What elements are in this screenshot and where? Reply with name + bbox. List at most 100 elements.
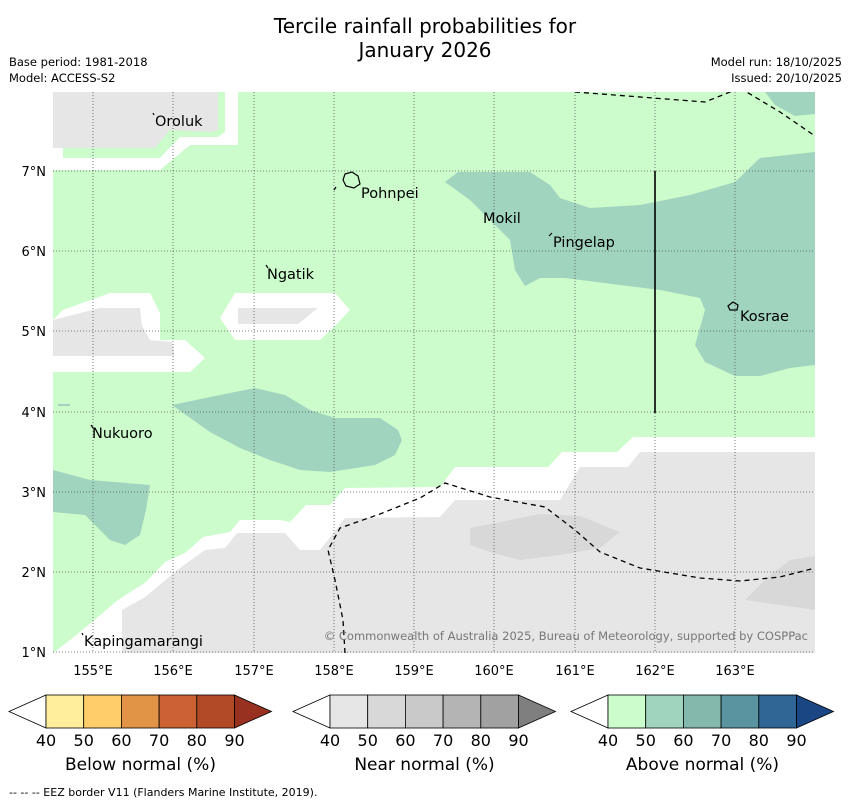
eez-borders: [327, 92, 815, 653]
lon-tick-label: 162°E: [635, 664, 675, 679]
colorbar-tick-label: 60: [111, 731, 131, 750]
near-normal-50-region-north: [53, 92, 218, 148]
eez-border-south: [327, 482, 815, 653]
kapingamarangi-atoll: [81, 632, 84, 636]
colorbar-segment: [480, 694, 519, 729]
title-line-2: January 2026: [358, 38, 492, 62]
place-label-kosrae: Kosrae: [740, 309, 789, 325]
colorbar-tick-label: 50: [358, 731, 378, 750]
place-label-mokil: Mokil: [483, 211, 521, 227]
colorbar-extend-low: [8, 694, 47, 729]
meta-right: Model run: 18/10/2025 Issued: 20/10/2025: [711, 54, 842, 86]
lon-tick-label: 156°E: [153, 664, 193, 679]
ngatik-atoll: [265, 264, 269, 269]
colorbar-segment: [158, 694, 198, 729]
lat-tick-label: 3°N: [22, 486, 47, 501]
lat-tick-label: 5°N: [22, 325, 47, 340]
above-normal-60-region-east: [445, 152, 815, 376]
longitude-tick-labels: 155°E 156°E 157°E 158°E 159°E 160°E 161°…: [73, 664, 755, 679]
colorbar-tick-label: 40: [320, 731, 340, 750]
lon-tick-label: 158°E: [314, 664, 354, 679]
colorbar-tick-label: 70: [711, 731, 731, 750]
base-period: Base period: 1981-2018: [9, 55, 148, 69]
colorbar-tick-label: 90: [508, 731, 528, 750]
colorbar-segment: [367, 694, 406, 729]
colorbar-segment: [45, 694, 85, 729]
colorbar-segment: [442, 694, 482, 729]
near-normal-60-patch-1: [470, 514, 620, 560]
colorbar-segment: [720, 694, 760, 729]
lat-tick-label: 4°N: [22, 406, 47, 421]
colorbar-tick-label: 60: [395, 731, 415, 750]
colorbar-title-near: Near normal (%): [354, 755, 495, 775]
place-label-kapingamarangi: Kapingamarangi: [84, 634, 203, 650]
colorbar-tick-label: 60: [673, 731, 693, 750]
eez-border-north: [574, 92, 732, 103]
colorbar-segment: [683, 694, 722, 729]
near-normal-50-region-west: [53, 308, 175, 356]
lon-tick-label: 155°E: [73, 664, 113, 679]
colorbar-tick-label: 80: [471, 731, 491, 750]
colorbar-title-above: Above normal (%): [625, 755, 780, 775]
issued-date: Issued: 20/10/2025: [731, 71, 842, 85]
colorbar-segment: [196, 694, 235, 729]
above-normal-60-region-nukuoro: [172, 388, 402, 472]
oroluk-atoll: [152, 112, 155, 116]
colorbar-tick-label: 50: [74, 731, 94, 750]
meta-left: Base period: 1981-2018 Model: ACCESS-S2: [9, 54, 148, 86]
model-name: Model: ACCESS-S2: [9, 71, 116, 85]
lon-tick-label: 159°E: [394, 664, 434, 679]
colorbar-segment: [83, 694, 122, 729]
colorbar-segment: [404, 694, 444, 729]
lon-tick-label: 157°E: [234, 664, 274, 679]
pingelap-atoll: [548, 232, 553, 237]
place-label-pohnpei: Pohnpei: [361, 186, 419, 202]
colorbar-tick-label: 40: [36, 731, 56, 750]
pohnpei-islet: [333, 186, 337, 191]
near-normal-50-region-south: [122, 452, 815, 653]
latitude-tick-labels: 7°N 6°N 5°N 4°N 3°N 2°N 1°N: [22, 165, 47, 661]
lon-tick-label: 160°E: [474, 664, 514, 679]
colorbar-extend-low: [292, 694, 331, 729]
colorbar-tick-label: 90: [786, 731, 806, 750]
colorbar-segment: [607, 694, 647, 729]
place-label-pingelap: Pingelap: [553, 235, 615, 251]
colorbar-tick-label: 80: [749, 731, 769, 750]
model-run: Model run: 18/10/2025: [710, 55, 842, 69]
colorbar-tick-label: 70: [149, 731, 169, 750]
colorbar-title-below: Below normal (%): [65, 755, 216, 775]
colorbar-tick-label: 70: [433, 731, 453, 750]
copyright-note: © Commonwealth of Australia 2025, Bureau…: [324, 629, 808, 643]
place-label-ngatik: Ngatik: [267, 267, 315, 283]
eez-border-note: -- -- -- EEZ border V11 (Flanders Marine…: [9, 786, 318, 799]
colorbar-extend-high: [796, 694, 835, 729]
colorbar-extend-low: [570, 694, 609, 729]
title-line-1: Tercile rainfall probabilities for: [273, 14, 577, 38]
kosrae-coastline: [727, 301, 739, 311]
lat-tick-label: 1°N: [22, 646, 47, 661]
colorbar-tick-label: 80: [187, 731, 207, 750]
colorbar-segment: [329, 694, 369, 729]
near-normal-50-region-ngatik: [238, 308, 318, 324]
colorbar-tick-label: 40: [598, 731, 618, 750]
colorbar-segment: [121, 694, 160, 729]
lon-tick-label: 163°E: [715, 664, 755, 679]
map-title: Tercile rainfall probabilities for Janua…: [0, 14, 850, 62]
nukuoro-atoll: [90, 424, 94, 429]
colorbar-segment: [645, 694, 684, 729]
above-normal-60-region-northeast: [765, 92, 815, 116]
map-area: [53, 92, 815, 653]
colorbar-tick-label: 50: [636, 731, 656, 750]
colorbar-tick-label: 90: [224, 731, 244, 750]
place-label-oroluk: Oroluk: [155, 114, 203, 130]
pohnpei-coastline: [342, 171, 361, 189]
lat-tick-label: 2°N: [22, 566, 47, 581]
colorbar-extend-high: [234, 694, 273, 729]
place-label-nukuoro: Nukuoro: [92, 426, 153, 442]
lat-tick-label: 7°N: [22, 165, 47, 180]
lat-tick-label: 6°N: [22, 245, 47, 260]
above-normal-60-region-southwest: [53, 470, 150, 545]
eez-border-northeast: [745, 92, 815, 137]
islands: [58, 112, 739, 636]
